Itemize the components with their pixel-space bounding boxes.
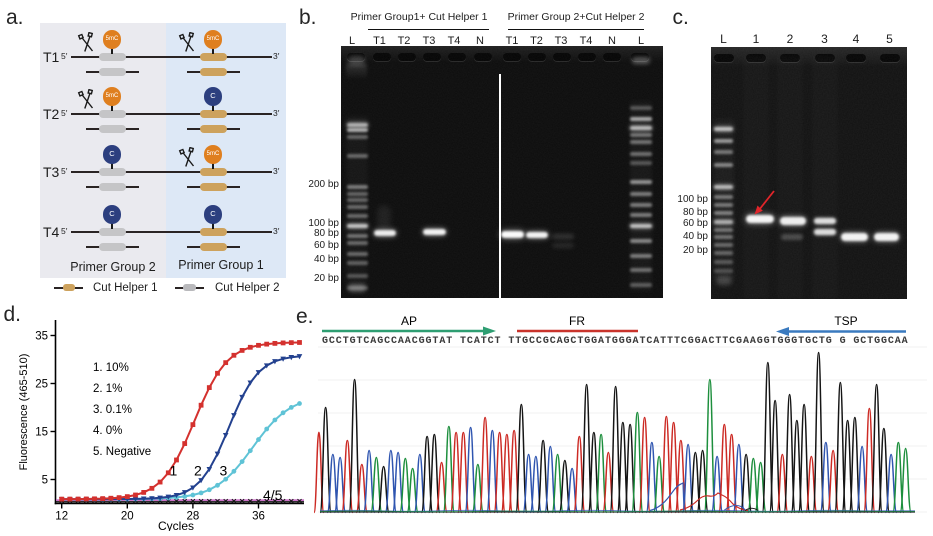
svg-text:25: 25 [35, 379, 48, 391]
svg-text:AP: AP [401, 314, 417, 328]
svg-text:FR: FR [569, 314, 585, 328]
svg-text:Fluorescence (465-510): Fluorescence (465-510) [18, 354, 30, 471]
svg-text:28: 28 [187, 511, 200, 523]
svg-text:Cycles: Cycles [158, 519, 194, 531]
svg-text:36: 36 [252, 511, 265, 523]
svg-text:20: 20 [121, 511, 134, 523]
svg-text:3. 0.1%: 3. 0.1% [93, 404, 132, 416]
svg-text:2: 2 [194, 463, 202, 479]
svg-text:35: 35 [35, 331, 48, 343]
svg-text:1. 10%: 1. 10% [93, 362, 129, 374]
svg-text:3: 3 [220, 463, 228, 479]
svg-text:5. Negative: 5. Negative [93, 446, 151, 458]
svg-text:1: 1 [170, 463, 178, 479]
svg-text:TSP: TSP [834, 314, 857, 328]
svg-text:4. 0%: 4. 0% [93, 425, 122, 437]
svg-text:2. 1%: 2. 1% [93, 383, 122, 395]
svg-text:4/5: 4/5 [263, 487, 283, 503]
svg-text:12: 12 [55, 511, 68, 523]
svg-text:15: 15 [35, 427, 48, 439]
svg-text:5: 5 [42, 475, 48, 487]
